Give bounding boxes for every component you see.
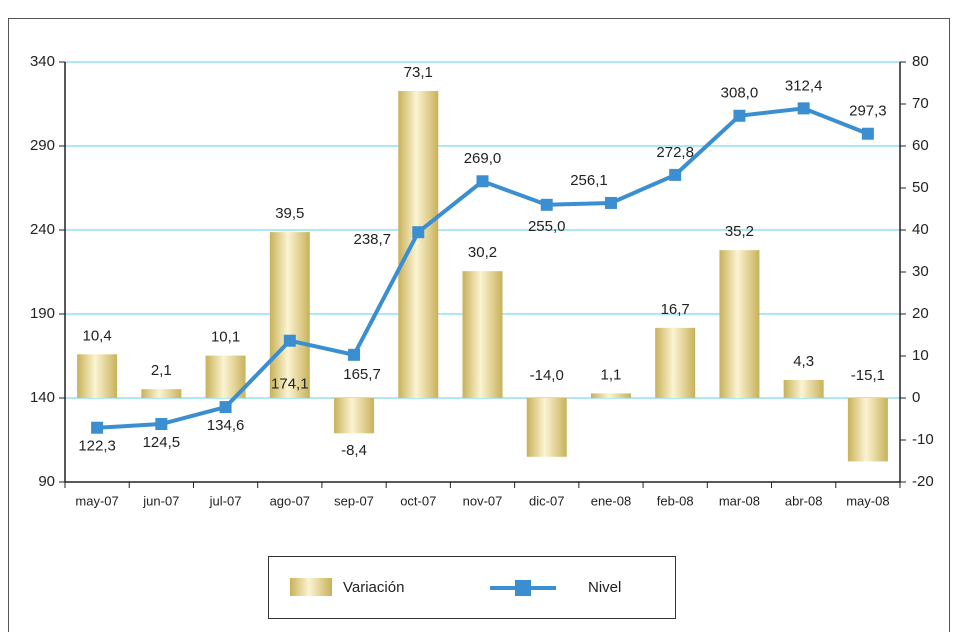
marker — [283, 334, 296, 347]
bar — [398, 90, 439, 398]
bar — [334, 398, 375, 434]
x-tick-label: mar-08 — [719, 493, 760, 508]
bar-label: 73,1 — [404, 64, 433, 81]
y2-tick-label: 70 — [912, 95, 929, 112]
y2-tick-label: 20 — [912, 305, 929, 322]
marker — [412, 226, 425, 239]
line-label: 122,3 — [78, 438, 116, 455]
x-tick-label: ago-07 — [270, 493, 310, 508]
marker — [540, 198, 553, 211]
line-label: 165,7 — [343, 366, 381, 383]
bar-label: 10,1 — [211, 329, 240, 346]
x-tick-label: ene-08 — [591, 493, 631, 508]
bar-label: 16,7 — [661, 301, 690, 318]
y-tick-label: 90 — [38, 473, 55, 490]
y2-tick-label: 40 — [912, 221, 929, 238]
marker — [604, 196, 617, 209]
marker — [476, 175, 489, 188]
y2-tick-label: 30 — [912, 263, 929, 280]
x-tick-label: may-07 — [75, 493, 118, 508]
y-tick-label: 290 — [30, 137, 55, 154]
line-label: 256,1 — [570, 172, 608, 189]
frame — [8, 18, 950, 637]
bar-label: 35,2 — [725, 223, 754, 240]
bar-label: -14,0 — [530, 367, 564, 384]
bar-label: 1,1 — [601, 366, 622, 383]
bar-label: 30,2 — [468, 244, 497, 261]
marker — [669, 168, 682, 181]
marker — [91, 421, 104, 434]
line-label: 308,0 — [721, 85, 759, 102]
y-tick-label: 190 — [30, 305, 55, 322]
legend-swatch — [290, 578, 332, 596]
y-tick-label: 340 — [30, 53, 55, 70]
y2-tick-label: 0 — [912, 389, 920, 406]
bar-label: 10,4 — [83, 327, 112, 344]
bar — [783, 379, 824, 398]
x-tick-label: oct-07 — [400, 493, 436, 508]
bar-label: 4,3 — [793, 353, 814, 370]
x-tick-label: dic-07 — [529, 493, 564, 508]
y-tick-label: 140 — [30, 389, 55, 406]
line-label: 269,0 — [464, 150, 502, 167]
x-tick-label: feb-08 — [657, 493, 694, 508]
line-label: 312,4 — [785, 77, 823, 94]
x-tick-label: nov-07 — [463, 493, 503, 508]
x-tick-label: jul-07 — [209, 493, 242, 508]
line-label: 255,0 — [528, 218, 566, 235]
bar — [141, 389, 182, 398]
marker — [797, 102, 810, 115]
legend — [268, 556, 676, 619]
marker — [219, 401, 232, 414]
y2-tick-label: 80 — [912, 53, 929, 70]
x-tick-label: jun-07 — [142, 493, 179, 508]
line-label: 272,8 — [656, 144, 694, 161]
marker — [348, 348, 361, 361]
bar — [269, 232, 310, 398]
bar-label: -15,1 — [851, 367, 885, 384]
legend-label: Nivel — [588, 579, 621, 596]
line-label: 238,7 — [353, 231, 391, 248]
line-label: 297,3 — [849, 103, 887, 120]
bar — [655, 327, 696, 398]
bar-label: -8,4 — [341, 442, 367, 459]
y-tick-label: 240 — [30, 221, 55, 238]
legend-marker — [515, 580, 531, 596]
bar — [77, 354, 118, 398]
marker — [733, 109, 746, 122]
marker — [861, 127, 874, 140]
bar-label: 2,1 — [151, 362, 172, 379]
y2-tick-label: 50 — [912, 179, 929, 196]
x-tick-label: abr-08 — [785, 493, 823, 508]
line-label: 174,1 — [271, 376, 309, 393]
bar — [590, 393, 631, 398]
line-label: 134,6 — [207, 417, 245, 434]
bar-label: 39,5 — [275, 205, 304, 222]
y2-tick-label: -10 — [912, 431, 934, 448]
bar — [526, 398, 567, 457]
line-label: 124,5 — [143, 434, 181, 451]
marker — [155, 418, 168, 431]
x-tick-label: may-08 — [846, 493, 889, 508]
bar — [719, 250, 760, 398]
y2-tick-label: -20 — [912, 473, 934, 490]
bar — [847, 398, 888, 462]
y2-tick-label: 60 — [912, 137, 929, 154]
y2-tick-label: 10 — [912, 347, 929, 364]
bar — [462, 271, 503, 398]
x-tick-label: sep-07 — [334, 493, 374, 508]
legend-label: Variación — [343, 579, 404, 596]
